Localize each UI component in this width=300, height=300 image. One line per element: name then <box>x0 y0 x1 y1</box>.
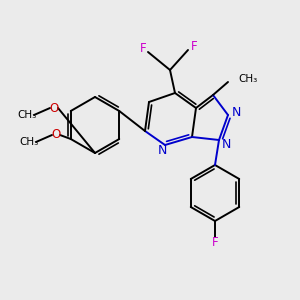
Text: CH₃: CH₃ <box>20 137 39 147</box>
Text: CH₃: CH₃ <box>17 110 37 120</box>
Text: F: F <box>212 236 218 248</box>
Text: O: O <box>51 128 61 142</box>
Text: N: N <box>221 137 231 151</box>
Text: F: F <box>140 41 146 55</box>
Text: F: F <box>191 40 197 52</box>
Text: O: O <box>50 101 58 115</box>
Text: N: N <box>231 106 241 119</box>
Text: CH₃: CH₃ <box>238 74 257 84</box>
Text: N: N <box>157 145 167 158</box>
